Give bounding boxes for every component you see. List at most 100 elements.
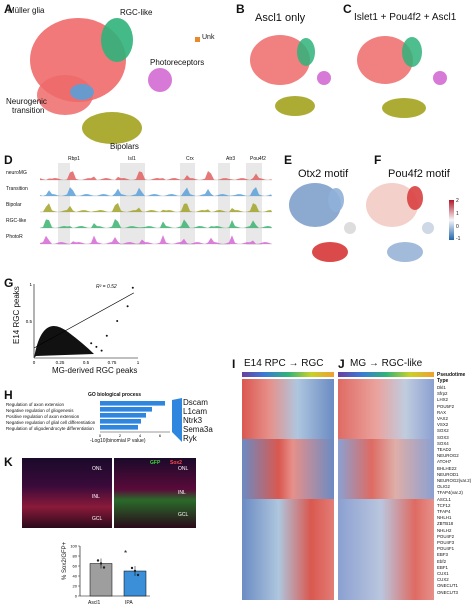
label-neurogenic: Neurogenic [6,97,47,106]
g-point-0 [131,286,134,289]
j-gene-label: ASCL1 [437,496,451,502]
j-gene-label: CUX1 [437,571,449,576]
g-point-2 [90,342,93,345]
k-ytick-5: 100 [70,544,77,549]
j-gene-label: SOX2 [437,428,449,434]
g-xtick-3: 0.75 [108,360,117,365]
j-gene-label: TFAP4(var.2) [437,490,463,496]
g-xtick-2: 0.5 [83,360,90,365]
gene-pou4f2: Pou4f2 [250,156,266,162]
scale-tick-neg1: -1 [456,236,461,242]
panel-letter-j: J [338,357,345,371]
track-photor: PhotoR [6,234,23,240]
h-gene-2: Ntrk3 [183,416,203,425]
j-gene-label: TEAD2 [437,447,452,452]
k-cat-ipa: IPA [125,600,133,606]
h-bar-1 [100,407,152,412]
h-gene-1: L1cam [183,407,208,416]
track-bipolar: Bipolar [6,202,22,208]
k-dot-1-1 [133,569,137,573]
h-term-3: Negative regulation of glial cell differ… [6,420,96,425]
j-gene-label: ONECUT3 [437,589,458,595]
label-bipolars: Bipolars [110,142,139,151]
h-bar-4 [100,425,138,430]
panel-letter-h: H [4,388,13,402]
h-term-2: Positive regulation of axon extension [6,414,80,419]
k-micrograph-left [22,458,112,528]
g-point-cloud [34,325,94,358]
scale-tick-1: 1 [456,211,459,217]
k-dot-0-2 [102,566,106,569]
highlight-3 [218,163,230,245]
highlight-1 [120,163,145,245]
k-dot-1-0 [130,566,134,570]
h-gene-4: Ryk [183,434,197,443]
g-r2: R² = 0.52 [96,284,117,290]
j-gene-label: NEUROG2(var.2) [437,478,472,483]
g-ylabel: E14 RGC peaks [12,286,21,344]
title-c: Islet1 + Pou4f2 + Ascl1 [354,12,457,23]
k-legend-sox2: Sox2 [170,460,182,466]
k-gcl-left: GCL [92,516,103,522]
label-rgc-like: RGC-like [120,8,153,17]
j-gene-label: SOX3 [437,434,449,440]
track-signal-3 [40,219,272,228]
h-gene-3: Sema3a [183,425,213,434]
label-unk: Unk [202,34,215,41]
j-gene-label: VAX2 [437,416,448,421]
k-ytick-1: 20 [73,584,78,589]
g-xtick-0: 0 [33,360,36,365]
gene-crx: Crx [186,156,194,162]
g-point-5 [126,305,129,308]
h-title: GO biological process [88,392,142,398]
j-gene-label: ATOH7 [437,459,452,465]
panel-letter-d: D [4,153,13,167]
title-e: Otx2 motif [298,168,349,180]
j-gene-label: NHLH2 [437,527,452,533]
j-gene-label: NEUROG2 [437,453,459,459]
h-term-0: Regulation of axon extension [6,402,65,407]
g-point-1 [105,334,108,337]
k-inl-right: INL [178,490,186,496]
title-b: Ascl1 only [255,12,306,24]
k-ytick-0: 0 [75,594,78,599]
track-signal-1 [40,187,272,196]
track-transition: Transition [6,186,28,192]
h-bar-2 [100,413,146,418]
k-inl-left: INL [92,494,100,500]
track-signal-0 [40,171,272,180]
panel-letter-c: C [343,2,352,16]
j-gene-label: POU4F2 [437,533,455,539]
track-signal-4 [40,235,272,244]
label-transition: transition [12,106,45,115]
h-axis-label: -Log10(binomial P value) [90,438,146,444]
h-funnel [172,398,182,442]
j-pseudotime: Pseudotime [437,372,466,378]
j-gene-label: EBF1 [437,564,448,570]
j-gene-label: Dkl1 [437,385,446,390]
highlight-0 [58,163,70,245]
h-bar-0 [100,401,165,406]
g-point-6 [100,349,103,352]
j-gene-label: BHLHE22 [437,465,457,471]
scale-tick-0: 0 [456,224,459,230]
j-gene-label: POU5F2 [437,403,455,409]
k-ytick-3: 60 [73,564,78,569]
gene-atr3: Atr3 [226,156,236,162]
j-gene-label: NEUROD1 [437,471,459,477]
i-heatmap [242,379,334,600]
panel-letter-b: B [236,2,245,16]
panel-letter-f: F [374,153,382,167]
h-term-1: Negative regulation of gliogenesis [6,408,74,413]
k-gcl-right: GCL [178,512,189,518]
h-gene-0: Dscam [183,398,208,407]
track-neuromg: neuroMG [6,170,27,176]
scale-tick-2: 2 [456,198,459,204]
panel-letter-a: A [4,2,13,16]
gene-rbp1: Rbp1 [68,156,80,162]
k-ytick-2: 40 [73,574,78,579]
j-gene-label: OLIG2 [437,484,450,490]
j-gene-label: POU4F3 [437,540,455,545]
gene-isl1: Isl1 [128,156,136,162]
track-rgc-like: RGC-like [6,218,27,224]
